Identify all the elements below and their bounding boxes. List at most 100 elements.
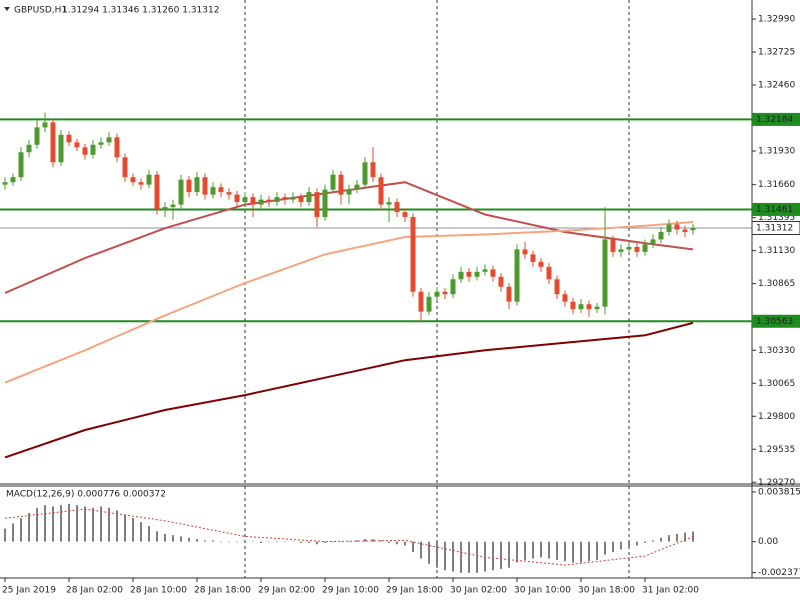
- macd-bar: [236, 541, 238, 543]
- candle-body: [282, 197, 288, 200]
- macd-bar: [692, 531, 694, 542]
- x-tick-label: 29 Jan 02:00: [258, 586, 315, 596]
- candle-body: [98, 142, 104, 145]
- candle-body: [418, 291, 424, 312]
- y-tick-label: 1.32990: [758, 15, 795, 25]
- macd-bar: [428, 541, 430, 564]
- candle-body: [634, 246, 640, 252]
- macd-bar: [4, 528, 6, 542]
- macd-bar: [212, 540, 214, 542]
- candle-body: [570, 301, 576, 310]
- macd-bar: [164, 533, 166, 542]
- x-tick-label: 29 Jan 10:00: [322, 586, 379, 596]
- macd-bar: [172, 535, 174, 542]
- level-label: 1.30563: [756, 317, 793, 327]
- x-tick-label: 28 Jan 18:00: [194, 586, 251, 596]
- candle-body: [442, 291, 448, 295]
- ohlc-label: 1.31294 1.31346 1.31260 1.31312: [62, 6, 219, 16]
- x-tick-label: 29 Jan 18:00: [386, 586, 443, 596]
- candle-body: [242, 197, 248, 203]
- candle-body: [658, 231, 664, 240]
- candle-body: [426, 296, 432, 312]
- level-label: 1.31461: [756, 205, 793, 215]
- candle-body: [74, 142, 80, 148]
- macd-bar: [52, 506, 54, 542]
- macd-bar: [636, 541, 638, 546]
- candle-body: [530, 254, 536, 262]
- candle-body: [354, 184, 360, 190]
- y-tick-label: 1.30330: [758, 346, 795, 356]
- macd-tick-label: 0.003815: [758, 487, 800, 497]
- candle-body: [130, 177, 136, 183]
- candle-body: [178, 179, 184, 205]
- macd-bar: [524, 541, 526, 560]
- candle-body: [482, 269, 488, 272]
- candle-body: [226, 192, 232, 195]
- candle-body: [170, 204, 176, 208]
- candle-body: [466, 271, 472, 277]
- macd-bar: [588, 541, 590, 562]
- macd-bar: [652, 540, 654, 542]
- level-label: 1.32184: [756, 115, 793, 125]
- macd-bar: [300, 541, 302, 543]
- candle-body: [314, 192, 320, 218]
- candle-body: [522, 249, 528, 255]
- candle-body: [338, 174, 344, 195]
- last-price-label: 1.31312: [756, 223, 793, 233]
- candle-body: [458, 271, 464, 280]
- macd-bar: [108, 507, 110, 542]
- chart-title: GBPUSD,H1: [14, 6, 67, 16]
- macd-bar: [60, 505, 62, 542]
- macd-bar: [12, 523, 14, 542]
- candle-body: [42, 122, 48, 128]
- candle-body: [234, 194, 240, 203]
- candle-body: [610, 239, 616, 252]
- candle-body: [650, 239, 656, 245]
- candle-body: [202, 177, 208, 195]
- candle-body: [514, 249, 520, 302]
- last-price-box: [751, 220, 800, 235]
- x-tick-label: 30 Jan 10:00: [514, 586, 571, 596]
- candle-body: [538, 261, 544, 267]
- macd-bar: [596, 541, 598, 560]
- macd-bar: [284, 541, 286, 543]
- macd-bar: [620, 541, 622, 550]
- macd-title: MACD(12,26,9) 0.000776 0.000372: [6, 490, 166, 500]
- y-tick-label: 1.31130: [758, 246, 795, 256]
- macd-bar: [196, 539, 198, 542]
- macd-bar: [468, 541, 470, 573]
- macd-bar: [604, 541, 606, 555]
- macd-bar: [188, 537, 190, 542]
- macd-bar: [460, 541, 462, 573]
- candle-body: [434, 291, 440, 297]
- macd-bar: [388, 541, 390, 543]
- candle-body: [394, 202, 400, 213]
- macd-bar: [308, 541, 310, 543]
- macd-bar: [628, 541, 630, 547]
- macd-bar: [140, 522, 142, 542]
- y-tick-label: 1.30865: [758, 279, 795, 289]
- macd-bar: [292, 541, 294, 543]
- macd-bar: [372, 539, 374, 542]
- candle-body: [58, 134, 64, 163]
- candle-body: [298, 197, 304, 203]
- candle-body: [146, 174, 152, 185]
- macd-bar: [676, 533, 678, 542]
- macd-bar: [572, 541, 574, 563]
- x-tick-label: 30 Jan 02:00: [450, 586, 507, 596]
- menu-arrow[interactable]: [4, 7, 10, 11]
- candle-body: [498, 276, 504, 287]
- candle-body: [506, 286, 512, 302]
- candle-body: [114, 137, 120, 158]
- macd-bar: [244, 541, 246, 543]
- candle-body: [562, 294, 568, 302]
- candle-body: [490, 269, 496, 277]
- macd-bar: [116, 510, 118, 542]
- candle-body: [106, 137, 112, 143]
- y-tick-label: 1.30065: [758, 379, 795, 389]
- macd-bar: [516, 541, 518, 563]
- candle-body: [386, 202, 392, 205]
- candle-body: [474, 271, 480, 277]
